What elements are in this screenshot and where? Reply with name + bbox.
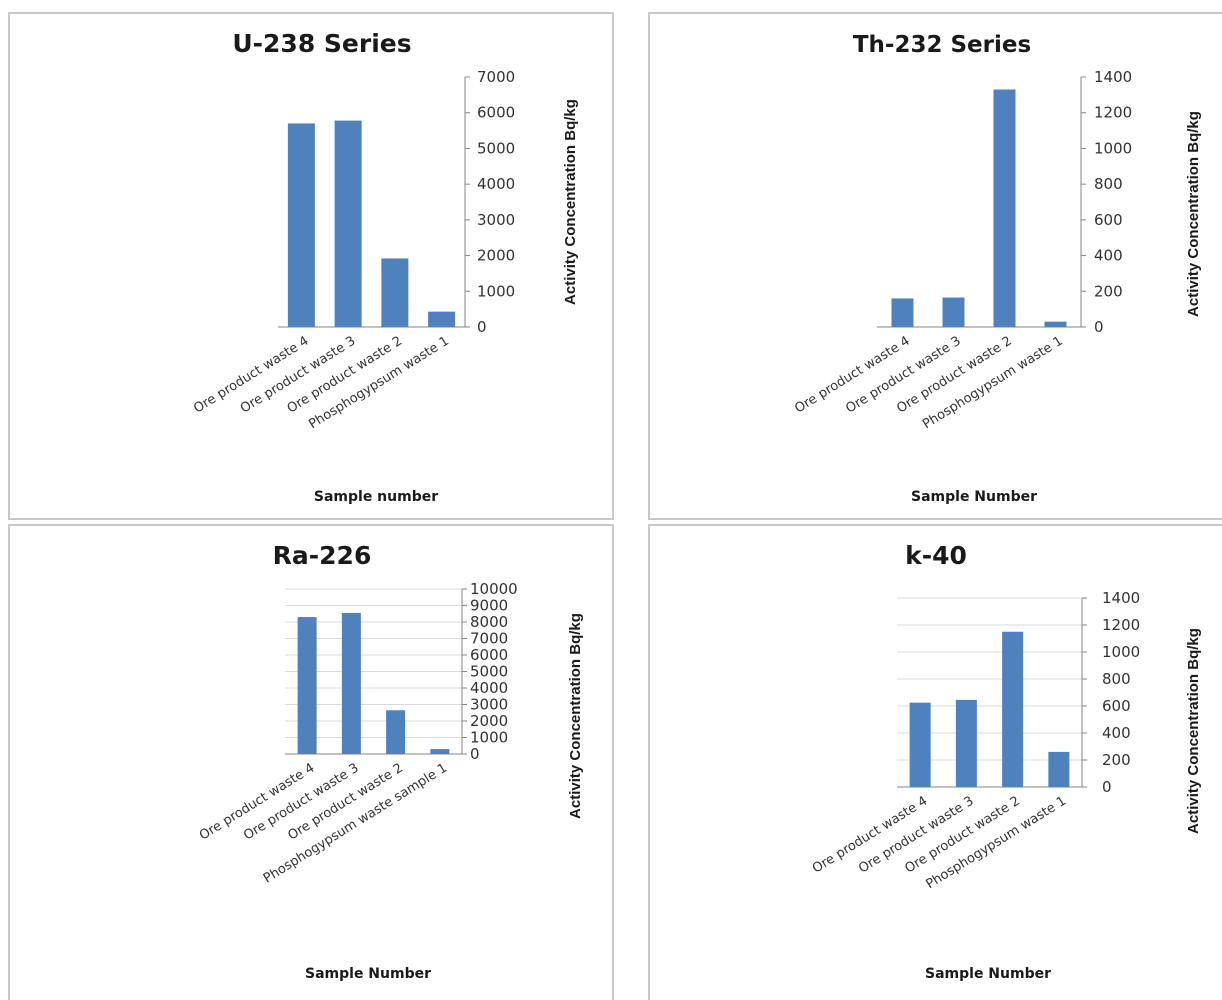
bar (334, 120, 362, 327)
bar (909, 702, 931, 787)
chart-title: Ra-226 (273, 541, 372, 570)
bar (381, 258, 409, 327)
y-tick-label: 6000 (470, 646, 508, 664)
y-tick-label: 1400 (1094, 68, 1132, 86)
y-tick-label: 4000 (470, 679, 508, 697)
chart-u238: U-238 Series 0 1000 2000 3000 4000 5000 6000 700… (191, 29, 579, 505)
y-tick-label: 0 (470, 745, 480, 763)
y-tick-label: 2000 (477, 247, 515, 265)
chart-ra226: Ra-226 0100020003000400050006000700080009… (197, 541, 584, 982)
bar (428, 311, 456, 327)
y-axis-label: Activity Concentration Bq/kg (1185, 111, 1202, 317)
y-tick-label: 9000 (470, 597, 508, 615)
chart-title: Th-232 Series (853, 32, 1031, 58)
y-tick-label: 3000 (470, 696, 508, 714)
bar (1002, 631, 1024, 787)
bar (297, 617, 317, 754)
x-axis-label: Sample Number (911, 489, 1037, 505)
y-tick-label: 200 (1094, 282, 1123, 300)
y-axis-label: Activity Concentration Bq/kg (567, 613, 584, 819)
y-tick-label: 4000 (477, 175, 515, 193)
y-tick-label: 10000 (470, 580, 518, 598)
y-tick-label: 3000 (477, 211, 515, 229)
y-tick-label: 1200 (1094, 104, 1132, 122)
y-tick-label: 1000 (1102, 643, 1140, 661)
y-tick-label: 8000 (470, 613, 508, 631)
bar (891, 298, 914, 327)
y-tick-label: 1000 (470, 729, 508, 747)
y-tick-label: 7000 (470, 630, 508, 648)
chart-panel-k40: k-40 0 200 400 600 800 1000 1200 1400 Ore product… (648, 524, 1222, 1000)
bar (942, 297, 965, 327)
y-axis-label: Activity Concentration Bq/kg (1185, 628, 1202, 834)
y-tick-label: 600 (1094, 211, 1123, 229)
y-tick-label: 2000 (470, 712, 508, 730)
y-axis-label: Activity Concentration Bq/kg (562, 99, 579, 305)
bar (386, 710, 406, 754)
bar (1044, 321, 1067, 327)
y-tick-label: 0 (1094, 318, 1104, 336)
y-tick-label: 5000 (477, 139, 515, 157)
bar (993, 89, 1016, 327)
bar (341, 612, 361, 754)
y-tick-label: 0 (477, 318, 487, 336)
y-tick-label: 1400 (1102, 589, 1140, 607)
x-axis-label: Sample number (314, 489, 438, 505)
y-tick-label: 6000 (477, 104, 515, 122)
y-tick-label: 5000 (470, 663, 508, 681)
x-axis-label: Sample Number (305, 966, 431, 982)
chart-title: k-40 (905, 541, 967, 570)
y-tick-label: 1200 (1102, 616, 1140, 634)
bar (287, 123, 315, 327)
y-tick-label: 600 (1102, 697, 1131, 715)
y-tick-label: 7000 (477, 68, 515, 86)
y-tick-label: 0 (1102, 778, 1112, 796)
y-tick-label: 800 (1102, 670, 1131, 688)
y-tick-label: 1000 (1094, 139, 1132, 157)
y-tick-label: 400 (1094, 247, 1123, 265)
chart-panel-ra226: Ra-226 0 1000 2000 3000 4000 5000 6000 7000 8000 9… (8, 524, 614, 1000)
bar (1048, 751, 1070, 787)
chart-th232: Th-232 Series0200400600800100012001400Or… (792, 32, 1202, 505)
y-tick-label: 200 (1102, 751, 1131, 769)
y-tick-label: 800 (1094, 175, 1123, 193)
x-axis-label: Sample Number (925, 966, 1051, 982)
chart-panel-u238: U-238 Series 0 1000 2000 3000 4000 5000 6000 700… (8, 12, 614, 520)
bar (955, 699, 977, 787)
chart-title: U-238 Series (232, 29, 411, 58)
bar (430, 749, 450, 754)
chart-panel-th232: Th-232 Series 0 200 400 600 800 1000 1200 1400 Or… (648, 12, 1222, 520)
y-tick-label: 400 (1102, 724, 1131, 742)
y-tick-label: 1000 (477, 282, 515, 300)
